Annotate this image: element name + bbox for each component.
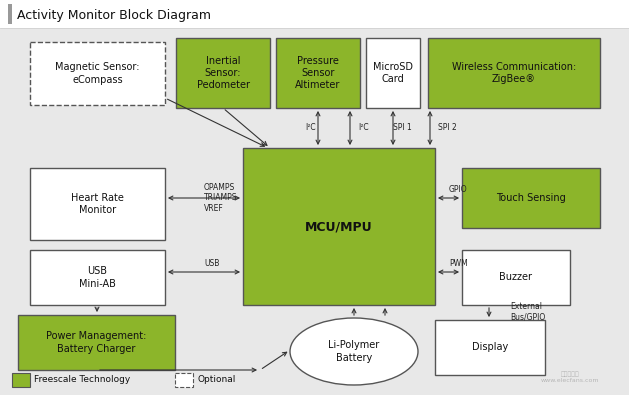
Bar <box>428 38 600 108</box>
Text: Freescale Technology: Freescale Technology <box>34 376 130 384</box>
Bar <box>243 148 435 305</box>
Bar <box>30 250 165 305</box>
Text: Heart Rate
Monitor: Heart Rate Monitor <box>71 193 124 215</box>
Text: MicroSD
Card: MicroSD Card <box>373 62 413 84</box>
Text: Magnetic Sensor:
eCompass: Magnetic Sensor: eCompass <box>55 62 140 85</box>
Bar <box>12 373 30 387</box>
Text: I²C: I²C <box>305 122 316 132</box>
Text: Activity Monitor Block Diagram: Activity Monitor Block Diagram <box>17 9 211 23</box>
Text: Display: Display <box>472 342 508 352</box>
Text: USB
Mini-AB: USB Mini-AB <box>79 266 116 289</box>
Bar <box>30 42 165 105</box>
Text: Pressure
Sensor
Altimeter: Pressure Sensor Altimeter <box>295 56 341 90</box>
Bar <box>176 38 270 108</box>
Text: Power Management:
Battery Charger: Power Management: Battery Charger <box>47 331 147 354</box>
Text: OPAMPS
TRIAMPS
VREF: OPAMPS TRIAMPS VREF <box>204 183 238 213</box>
Text: Inertial
Sensor:
Pedometer: Inertial Sensor: Pedometer <box>196 56 250 90</box>
Text: PWM: PWM <box>449 260 468 269</box>
Text: Wireless Communication:
ZigBee®: Wireless Communication: ZigBee® <box>452 62 576 84</box>
Bar <box>276 38 360 108</box>
Text: SPI 2: SPI 2 <box>438 122 457 132</box>
Text: 电子发烧友
www.elecfans.com: 电子发烧友 www.elecfans.com <box>541 371 599 383</box>
Bar <box>462 168 600 228</box>
Text: GPIO: GPIO <box>449 186 467 194</box>
Ellipse shape <box>290 318 418 385</box>
Text: SPI 1: SPI 1 <box>393 122 412 132</box>
Bar <box>8 4 12 24</box>
Text: I²C: I²C <box>358 122 369 132</box>
Text: Li-Polymer
Battery: Li-Polymer Battery <box>328 340 380 363</box>
Bar <box>18 315 175 370</box>
Text: Buzzer: Buzzer <box>499 273 533 282</box>
Text: MCU/MPU: MCU/MPU <box>305 220 373 233</box>
Bar <box>366 38 420 108</box>
Text: USB: USB <box>204 260 220 269</box>
Bar <box>30 168 165 240</box>
Text: External
Bus/GPIO: External Bus/GPIO <box>510 302 545 322</box>
Bar <box>0 0 629 28</box>
Bar <box>435 320 545 375</box>
Bar <box>462 250 570 305</box>
Bar <box>175 373 193 387</box>
Text: Optional: Optional <box>197 376 235 384</box>
Text: Touch Sensing: Touch Sensing <box>496 193 566 203</box>
